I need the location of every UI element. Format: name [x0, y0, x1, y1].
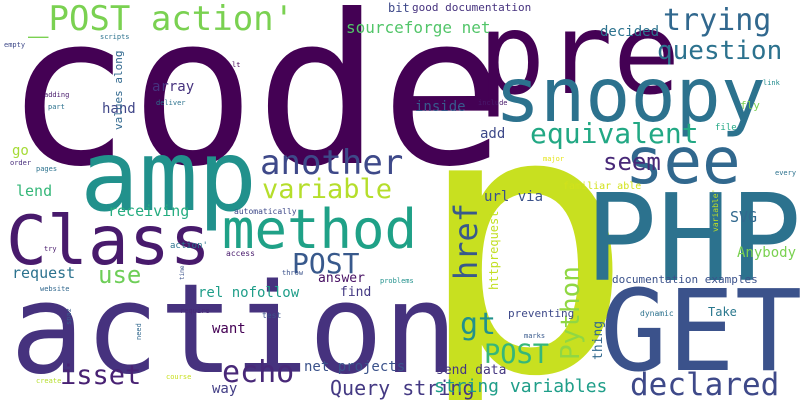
word: rel nofollow — [198, 285, 300, 301]
word: gt — [460, 307, 497, 342]
word: declared — [630, 367, 780, 400]
word: use — [98, 261, 142, 289]
word: method — [222, 198, 418, 261]
word: decided — [600, 24, 660, 40]
word: echo — [222, 355, 295, 390]
word: code — [5, 0, 506, 213]
word: see — [625, 125, 741, 199]
word: action — [10, 258, 458, 400]
word: course — [166, 373, 192, 381]
word: bit — [388, 1, 410, 15]
word: scripts — [100, 33, 130, 41]
word: lt — [232, 61, 241, 69]
word: POST — [484, 339, 550, 370]
word: request — [12, 264, 76, 282]
word: access — [226, 249, 255, 258]
word: website — [40, 285, 70, 293]
word: isset — [60, 360, 142, 391]
word: every — [775, 169, 797, 177]
word: pages — [36, 165, 58, 173]
word: variable' — [711, 188, 720, 232]
word: hand — [102, 101, 136, 117]
word: link — [763, 79, 780, 87]
word: try — [44, 245, 57, 253]
word: variable — [262, 174, 393, 205]
word: adding — [44, 91, 70, 99]
word: problems — [380, 277, 414, 285]
word: inside — [415, 99, 466, 115]
word: fly — [740, 99, 760, 112]
word: time — [179, 265, 186, 280]
word: spaz — [65, 308, 73, 325]
word: seem — [603, 148, 661, 176]
word: thing — [591, 320, 606, 360]
word: SVG — [730, 208, 758, 226]
word: PHP — [585, 170, 800, 309]
word: another — [260, 143, 404, 183]
word: question — [657, 36, 783, 66]
word: action' — [170, 241, 208, 251]
word: Class — [6, 202, 211, 281]
word: array — [152, 79, 195, 95]
word: Take — [708, 305, 737, 319]
word: preventing — [508, 307, 575, 320]
word: p — [415, 32, 635, 400]
word: Anybody — [737, 245, 797, 261]
word: include — [478, 99, 508, 107]
word: file — [715, 123, 737, 133]
word: dynamic — [640, 309, 674, 318]
word: Query string — [330, 376, 475, 400]
word: deliver — [156, 99, 186, 107]
word: POST — [292, 247, 360, 280]
word: receiving — [108, 202, 190, 220]
word: need — [135, 323, 143, 340]
word: major — [543, 155, 565, 163]
word: httprequest — [487, 210, 501, 290]
word: good documentation — [412, 1, 532, 14]
word: order — [10, 159, 32, 167]
word: send data — [436, 363, 507, 378]
word: href — [447, 202, 485, 280]
word: answer — [318, 271, 365, 286]
word: lend — [16, 182, 53, 200]
word: create — [36, 377, 62, 385]
word: marks — [524, 332, 546, 340]
word: values along — [112, 50, 125, 130]
word: want — [212, 321, 246, 337]
word: snoopy — [495, 51, 766, 139]
word: automatically — [234, 207, 297, 216]
word: add — [480, 126, 506, 142]
word: net projects — [304, 359, 406, 375]
word: url via — [484, 189, 544, 205]
word: require — [180, 307, 210, 315]
word: sourceforge net — [346, 18, 491, 37]
word: familiar able — [563, 181, 642, 192]
word: amp — [80, 120, 258, 234]
word: go — [12, 143, 29, 159]
word: trying — [663, 3, 772, 38]
word: way — [212, 381, 238, 397]
word: empty — [4, 41, 26, 49]
word: _POST action' — [28, 0, 295, 39]
word: find — [340, 285, 372, 300]
word: test — [262, 311, 282, 320]
word: part — [48, 103, 65, 111]
word: equivalent — [530, 117, 699, 150]
word: throw — [282, 269, 304, 277]
word: string variables — [434, 376, 608, 397]
word: pre — [478, 0, 681, 120]
word: GET — [600, 267, 800, 397]
word: documentation examples — [612, 273, 758, 286]
